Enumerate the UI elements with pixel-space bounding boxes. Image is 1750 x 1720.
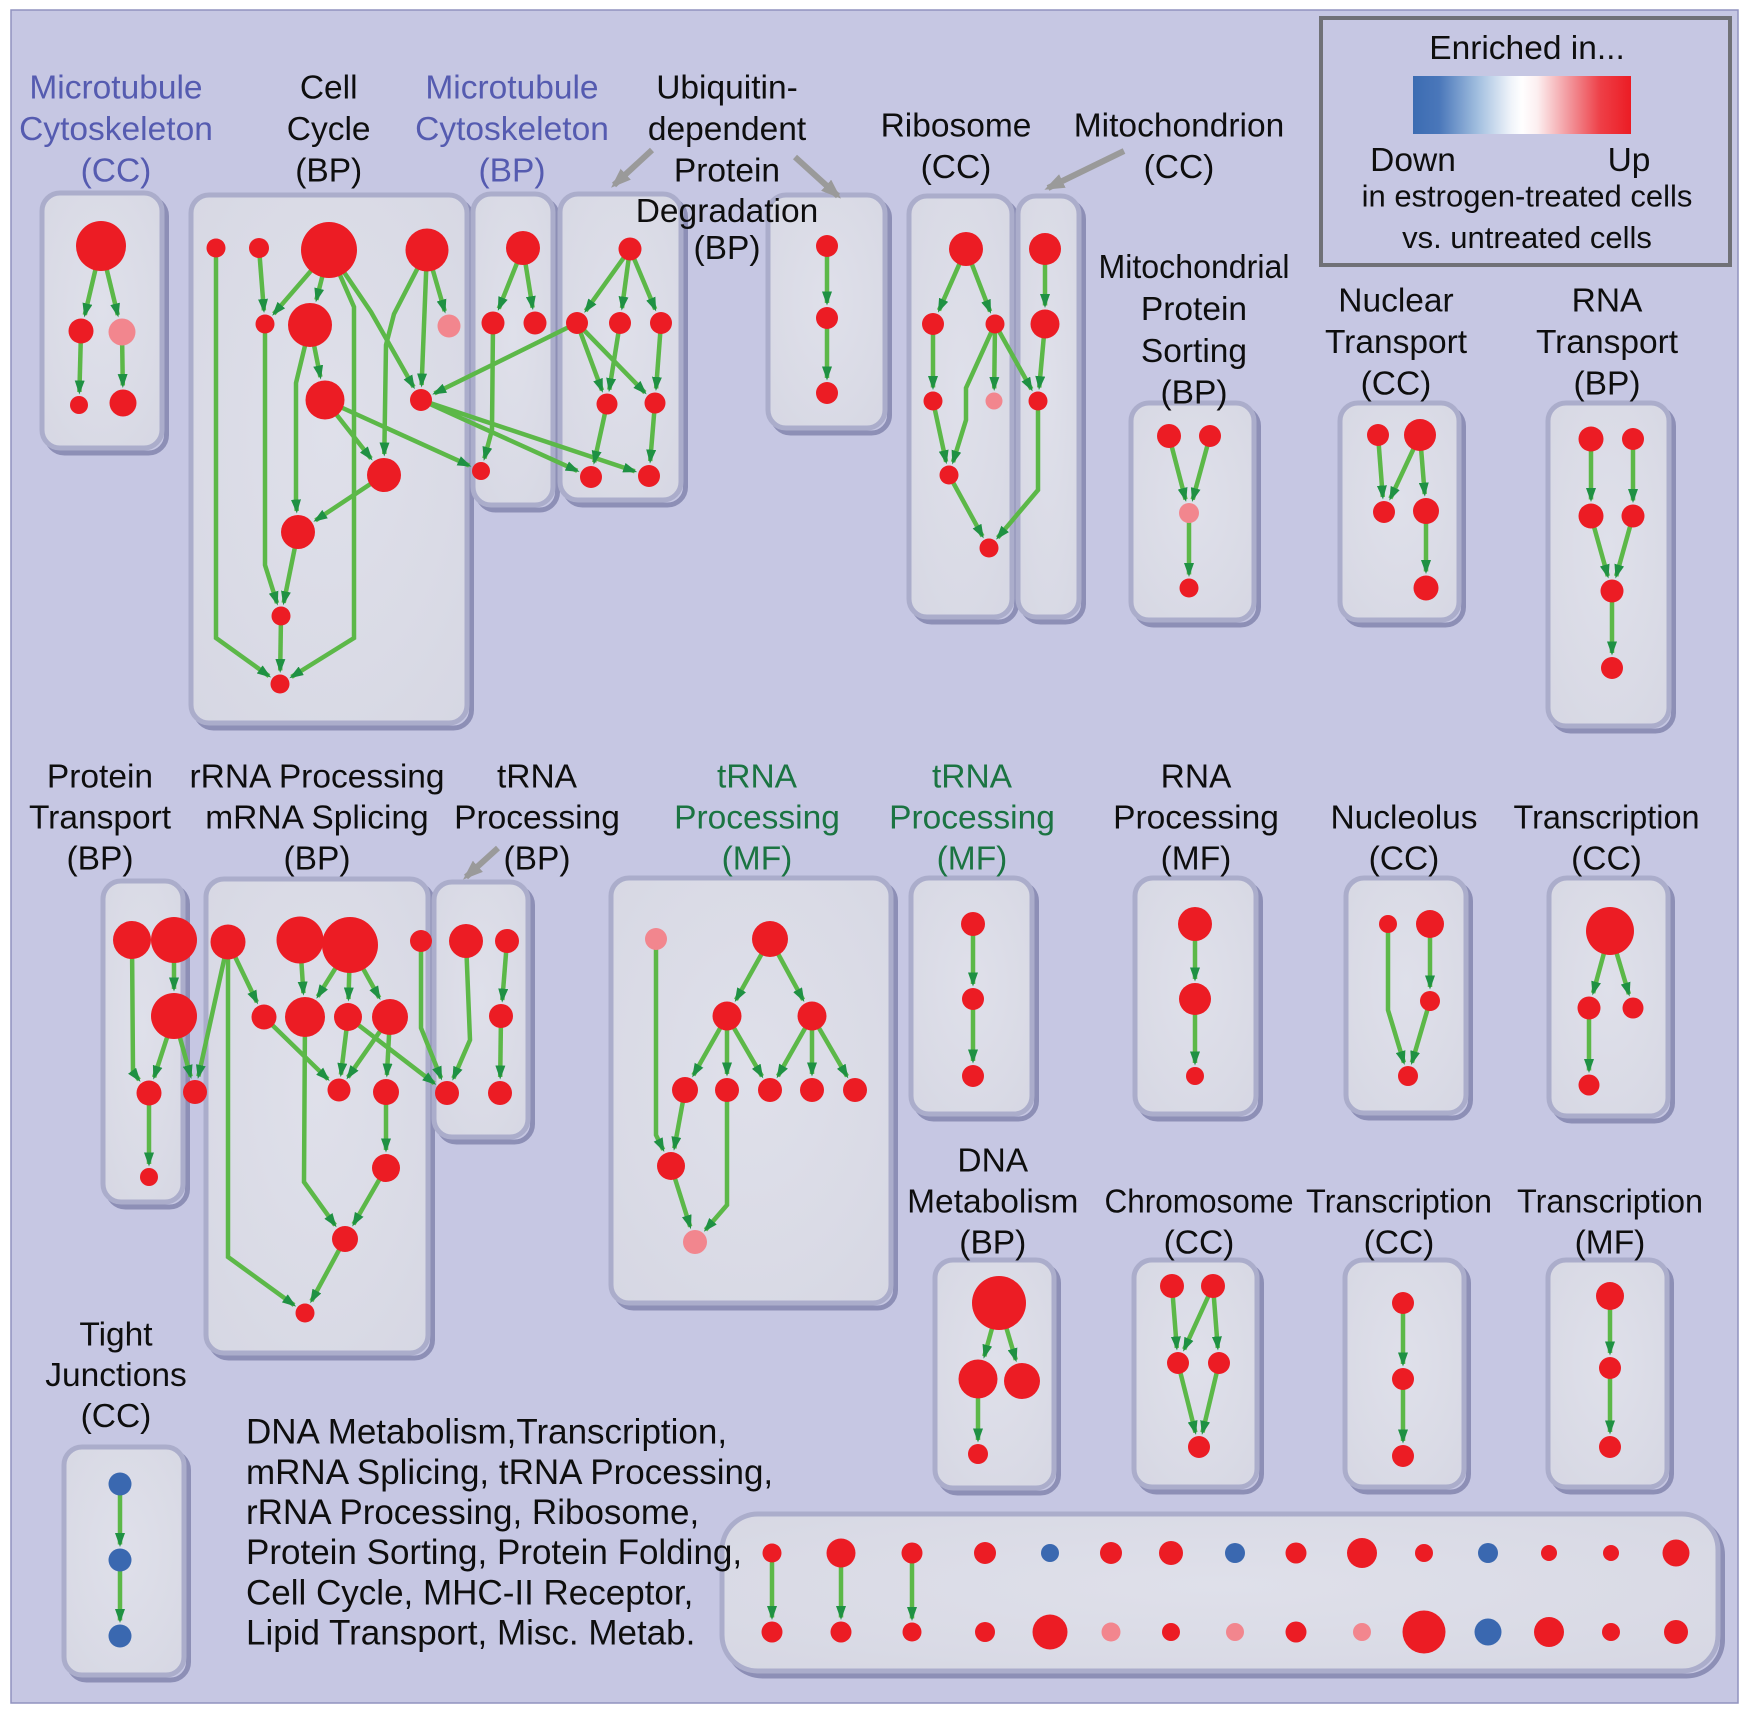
svg-text:(MF): (MF): [1161, 841, 1232, 878]
svg-text:Nuclear: Nuclear: [1338, 283, 1453, 320]
svg-text:(BP): (BP): [959, 1225, 1026, 1262]
svg-text:(BP): (BP): [479, 153, 546, 190]
svg-text:rRNA Processing: rRNA Processing: [189, 759, 444, 796]
svg-text:Processing: Processing: [674, 800, 840, 837]
svg-text:Nucleolus: Nucleolus: [1330, 800, 1477, 837]
svg-text:Cytoskeleton: Cytoskeleton: [19, 111, 213, 148]
svg-text:Microtubule: Microtubule: [425, 70, 598, 107]
svg-text:Degradation: Degradation: [636, 193, 819, 230]
svg-text:(CC): (CC): [921, 149, 992, 186]
svg-text:Cell: Cell: [300, 70, 358, 107]
svg-text:Cycle: Cycle: [287, 111, 371, 148]
svg-text:Protein: Protein: [674, 153, 780, 190]
svg-text:(BP): (BP): [504, 841, 571, 878]
svg-text:Protein: Protein: [1141, 291, 1247, 328]
svg-text:(MF): (MF): [937, 841, 1008, 878]
svg-text:DNA: DNA: [957, 1143, 1028, 1180]
svg-text:dependent: dependent: [648, 111, 807, 148]
svg-text:(BP): (BP): [295, 153, 362, 190]
svg-text:Mitochondrial: Mitochondrial: [1099, 249, 1290, 286]
svg-text:tRNA: tRNA: [497, 759, 578, 796]
svg-text:Processing: Processing: [889, 800, 1055, 837]
svg-text:Protein Sorting, Protein Foldi: Protein Sorting, Protein Folding,: [246, 1533, 742, 1572]
svg-text:(CC): (CC): [1571, 841, 1642, 878]
svg-text:(CC): (CC): [1364, 1225, 1435, 1262]
svg-text:Metabolism: Metabolism: [907, 1184, 1078, 1221]
svg-text:Junctions: Junctions: [45, 1357, 187, 1394]
svg-text:mRNA Splicing: mRNA Splicing: [205, 800, 428, 837]
svg-text:rRNA Processing, Ribosome,: rRNA Processing, Ribosome,: [246, 1493, 699, 1532]
svg-text:Cytoskeleton: Cytoskeleton: [415, 111, 609, 148]
svg-text:Cell Cycle, MHC-II Receptor,: Cell Cycle, MHC-II Receptor,: [246, 1573, 693, 1612]
svg-text:Transcription: Transcription: [1517, 1184, 1703, 1221]
svg-text:Tight: Tight: [79, 1317, 153, 1354]
svg-text:RNA: RNA: [1161, 759, 1232, 796]
svg-text:(CC): (CC): [1361, 366, 1432, 403]
svg-text:Sorting: Sorting: [1141, 333, 1247, 370]
svg-text:Protein: Protein: [47, 759, 153, 796]
svg-text:(MF): (MF): [722, 841, 793, 878]
svg-text:in estrogen-treated cells: in estrogen-treated cells: [1362, 179, 1693, 214]
svg-text:(CC): (CC): [81, 1398, 152, 1435]
svg-text:mRNA Splicing, tRNA Processing: mRNA Splicing, tRNA Processing,: [246, 1453, 773, 1492]
svg-text:Ubiquitin-: Ubiquitin-: [656, 70, 798, 107]
svg-text:Enriched in...: Enriched in...: [1429, 30, 1625, 67]
svg-text:(BP): (BP): [284, 841, 351, 878]
svg-text:(BP): (BP): [1161, 375, 1228, 412]
svg-text:(MF): (MF): [1575, 1225, 1646, 1262]
svg-text:Down: Down: [1370, 142, 1456, 179]
svg-text:Transport: Transport: [1536, 324, 1679, 361]
svg-text:Mitochondrion: Mitochondrion: [1074, 108, 1284, 145]
svg-text:(CC): (CC): [81, 153, 152, 190]
svg-text:RNA: RNA: [1572, 283, 1643, 320]
svg-text:(BP): (BP): [694, 230, 761, 267]
svg-text:(BP): (BP): [67, 841, 134, 878]
svg-text:vs. untreated cells: vs. untreated cells: [1402, 220, 1652, 255]
svg-text:Processing: Processing: [1113, 800, 1279, 837]
svg-text:Microtubule: Microtubule: [29, 70, 202, 107]
svg-text:(BP): (BP): [1574, 366, 1641, 403]
svg-text:tRNA: tRNA: [932, 759, 1013, 796]
svg-text:(CC): (CC): [1164, 1225, 1235, 1262]
svg-text:Chromosome: Chromosome: [1105, 1184, 1294, 1221]
svg-text:DNA Metabolism,Transcription,: DNA Metabolism,Transcription,: [246, 1413, 727, 1452]
svg-text:Lipid Transport, Misc. Metab.: Lipid Transport, Misc. Metab.: [246, 1614, 695, 1653]
svg-text:(CC): (CC): [1144, 149, 1215, 186]
svg-text:Transcription: Transcription: [1514, 800, 1700, 837]
svg-text:Transcription: Transcription: [1306, 1184, 1492, 1221]
svg-text:Ribosome: Ribosome: [881, 108, 1032, 145]
svg-text:Up: Up: [1608, 142, 1651, 179]
svg-text:tRNA: tRNA: [717, 759, 798, 796]
svg-text:Transport: Transport: [1325, 324, 1468, 361]
svg-text:Transport: Transport: [29, 800, 172, 837]
svg-text:Processing: Processing: [454, 800, 620, 837]
svg-text:(CC): (CC): [1369, 841, 1440, 878]
